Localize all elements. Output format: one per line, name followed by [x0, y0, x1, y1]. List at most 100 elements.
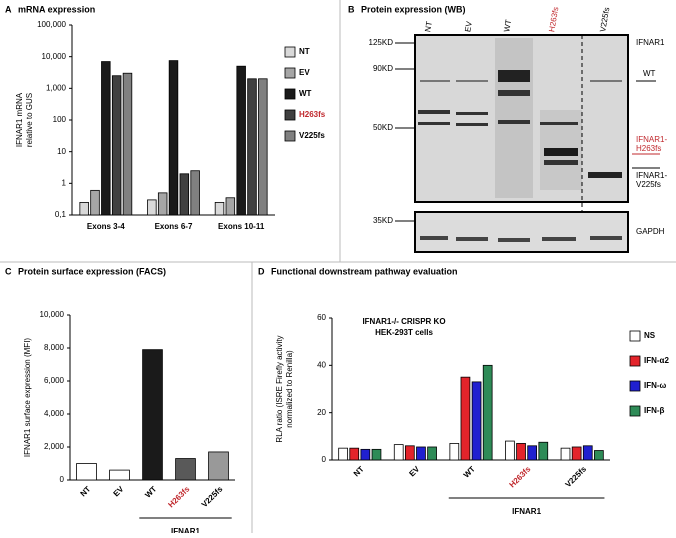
bar [371, 448, 382, 461]
bar [90, 189, 100, 216]
y-tick-label: 60 [317, 313, 326, 322]
blot-smear [495, 38, 533, 198]
blot-bands [420, 236, 622, 242]
bar [236, 65, 246, 216]
x-tick-label: NT [78, 484, 92, 498]
bar [571, 446, 582, 461]
legend-swatch [629, 380, 641, 392]
bar [190, 170, 200, 216]
bar [349, 447, 360, 461]
bar [404, 445, 415, 461]
bar [505, 440, 515, 461]
x-tick-label: EV [407, 464, 421, 478]
bar [560, 447, 571, 461]
marker-label: 90KD [373, 64, 393, 73]
bar [111, 75, 122, 216]
blot-membrane [414, 211, 629, 253]
x-tick-label: H263fs [166, 484, 191, 509]
x-tick-label: V225fs [564, 464, 589, 489]
y-tick-label: 10,000 [42, 52, 67, 61]
band-label: IFNAR1- [636, 171, 667, 180]
legend-label: NT [299, 47, 310, 56]
annotation: HEK-293T cells [375, 328, 433, 337]
x-tick-label: EV [111, 484, 125, 498]
bar [79, 201, 89, 216]
y-axis-label: IFNAR1 mRNA [15, 92, 24, 147]
target-label: IFNAR1 [636, 38, 665, 47]
panel-letter: B [348, 4, 355, 14]
y-tick-label: 0 [322, 455, 327, 464]
y-tick-label: 8,000 [44, 343, 65, 352]
y-tick-label: 1 [62, 178, 67, 187]
y-tick-label: 100,000 [37, 20, 66, 29]
panel-letter: A [5, 4, 12, 14]
legend-label: V225fs [299, 131, 325, 140]
bar [471, 381, 482, 461]
legend-label: WT [299, 89, 312, 98]
x-tick-label: V225fs [200, 484, 225, 509]
bar [142, 349, 163, 481]
x-tick-label: NT [352, 464, 366, 478]
band-label: H263fs [636, 144, 661, 153]
bar [482, 364, 493, 461]
bar [516, 443, 526, 461]
group-label: IFNAR1 [171, 527, 200, 533]
bar [582, 445, 593, 461]
bar [460, 376, 471, 461]
lane-label: NT [423, 21, 434, 33]
legend-swatch [284, 88, 296, 100]
marker-label: 50KD [373, 123, 393, 132]
panel-title: mRNA expression [18, 4, 95, 14]
y-tick-label: 20 [317, 408, 326, 417]
bar [168, 60, 179, 216]
group-label: IFNAR1 [512, 507, 541, 516]
legend-swatch [629, 355, 641, 367]
bar [258, 78, 268, 216]
bar [109, 469, 130, 481]
legend-swatch [629, 405, 641, 417]
x-tick-label: H263fs [508, 464, 533, 489]
y-tick-label: 4,000 [44, 409, 65, 418]
y-tick-label: 10 [57, 147, 66, 156]
bar [360, 448, 371, 461]
bar [416, 446, 426, 461]
panel-letter: C [5, 266, 12, 276]
x-tick-label: Exons 10-11 [218, 222, 265, 231]
band-label: IFNAR1- [636, 135, 667, 144]
lane-label: H263fs [547, 6, 560, 33]
y-tick-label: 0 [60, 475, 65, 484]
lane-label: WT [502, 19, 513, 33]
loading-label: GAPDH [636, 227, 665, 236]
bar [538, 441, 549, 461]
y-tick-label: 6,000 [44, 376, 65, 385]
legend-label: H263fs [299, 110, 326, 119]
panel-title: Protein surface expression (FACS) [18, 266, 166, 276]
bar [527, 445, 538, 461]
marker-label: 35KD [373, 216, 393, 225]
y-tick-label: 0,1 [55, 210, 67, 219]
bar [179, 173, 190, 216]
panel-letter: D [258, 266, 265, 276]
annotation: IFNAR1-/- CRISPR KO [362, 317, 445, 326]
bar [157, 192, 168, 216]
y-axis-label: normalized to Renilla) [285, 350, 294, 428]
bar [76, 463, 97, 481]
blot-panel: B Protein expression (WB) NT EV WT H263f… [348, 4, 667, 253]
bar [122, 72, 133, 216]
legend-swatch [284, 109, 296, 121]
marker-label: 125KD [369, 38, 394, 47]
bar [175, 458, 196, 481]
lane-label: EV [463, 20, 474, 33]
bar [225, 197, 236, 216]
legend-swatch [284, 46, 296, 58]
x-tick-label: WT [462, 464, 477, 479]
y-axis-label: RLA ratio (ISRE Firefly activity [275, 335, 284, 442]
legend-swatch [629, 330, 641, 342]
bar [214, 201, 225, 216]
legend-swatch [284, 130, 296, 142]
bar [427, 446, 437, 461]
bar [449, 443, 460, 461]
legend-label: NS [644, 331, 656, 340]
legend-label: EV [299, 68, 310, 77]
